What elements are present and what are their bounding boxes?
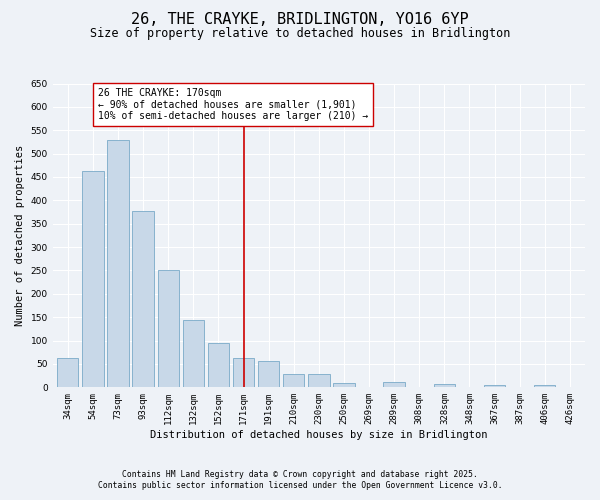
Text: Size of property relative to detached houses in Bridlington: Size of property relative to detached ho… bbox=[90, 28, 510, 40]
Bar bbox=[133, 211, 154, 388]
Bar bbox=[308, 374, 329, 388]
Bar bbox=[158, 270, 179, 388]
Bar bbox=[233, 358, 254, 388]
Text: 26, THE CRAYKE, BRIDLINGTON, YO16 6YP: 26, THE CRAYKE, BRIDLINGTON, YO16 6YP bbox=[131, 12, 469, 28]
Bar bbox=[283, 374, 304, 388]
Text: Contains public sector information licensed under the Open Government Licence v3: Contains public sector information licen… bbox=[98, 481, 502, 490]
Bar bbox=[82, 171, 104, 388]
Text: Contains HM Land Registry data © Crown copyright and database right 2025.: Contains HM Land Registry data © Crown c… bbox=[122, 470, 478, 479]
Bar bbox=[333, 382, 355, 388]
Bar bbox=[208, 343, 229, 388]
Bar bbox=[258, 360, 279, 388]
Bar bbox=[107, 140, 128, 388]
Bar bbox=[434, 384, 455, 388]
Bar bbox=[383, 382, 405, 388]
Bar bbox=[182, 320, 204, 388]
Text: 26 THE CRAYKE: 170sqm
← 90% of detached houses are smaller (1,901)
10% of semi-d: 26 THE CRAYKE: 170sqm ← 90% of detached … bbox=[98, 88, 368, 122]
Bar bbox=[534, 385, 556, 388]
Y-axis label: Number of detached properties: Number of detached properties bbox=[15, 145, 25, 326]
Bar bbox=[484, 385, 505, 388]
Bar bbox=[57, 358, 79, 388]
X-axis label: Distribution of detached houses by size in Bridlington: Distribution of detached houses by size … bbox=[150, 430, 488, 440]
